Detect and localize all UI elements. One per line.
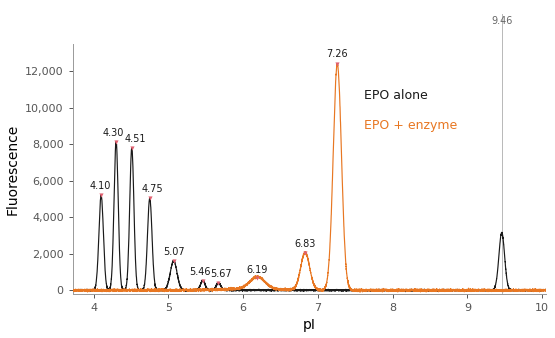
Text: 4.75: 4.75 — [142, 184, 164, 194]
Text: 6.83: 6.83 — [295, 239, 316, 249]
Text: 5.46: 5.46 — [189, 267, 210, 277]
Text: 5.67: 5.67 — [211, 269, 233, 280]
X-axis label: pI: pI — [303, 318, 316, 333]
Text: 6.19: 6.19 — [246, 265, 268, 275]
Text: 4.51: 4.51 — [125, 134, 147, 144]
Y-axis label: Fluorescence: Fluorescence — [6, 123, 19, 215]
Text: 4.30: 4.30 — [103, 127, 124, 138]
Text: EPO + enzyme: EPO + enzyme — [364, 119, 457, 132]
Text: 7.26: 7.26 — [326, 49, 348, 59]
Text: EPO alone: EPO alone — [364, 89, 427, 102]
Text: 5.07: 5.07 — [164, 247, 185, 257]
Text: 9.46: 9.46 — [491, 17, 512, 26]
Text: 4.10: 4.10 — [90, 181, 111, 191]
